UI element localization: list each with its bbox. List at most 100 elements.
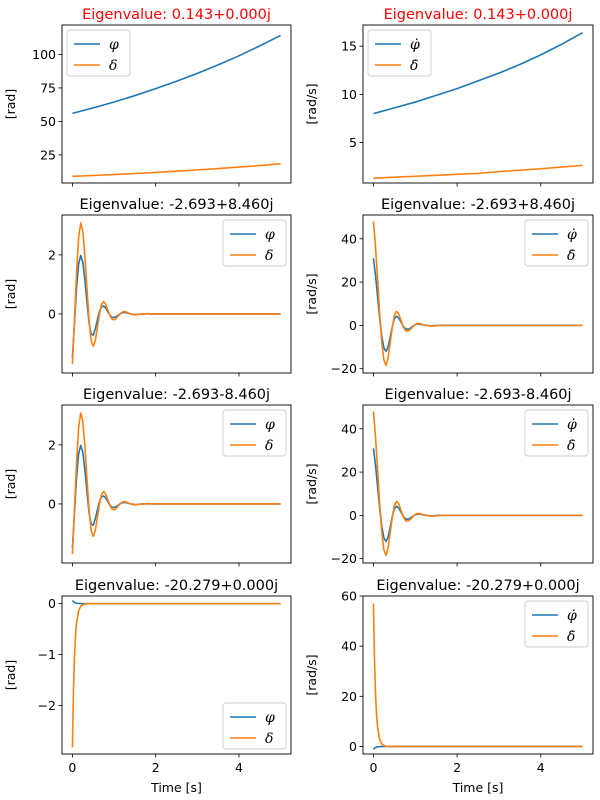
legend-box xyxy=(66,29,131,77)
legend-entry: δ̇ xyxy=(567,438,575,454)
plot-title: Eigenvalue: -20.279+0.000j xyxy=(376,578,579,594)
y-tick-label: 0 xyxy=(349,739,357,754)
legend-entry: δ xyxy=(109,58,117,74)
legend-box xyxy=(222,702,287,750)
legend-entry: δ̇ xyxy=(567,629,575,645)
legend-entry: δ xyxy=(265,248,273,264)
legend-entry: φ̇ xyxy=(567,608,577,624)
subplot-5: Eigenvalue: -2.693-8.460j [rad] 0 2 φδ xyxy=(3,387,292,567)
series-line-1 xyxy=(71,254,281,359)
legend-entry: δ xyxy=(265,731,273,747)
series-line-2 xyxy=(72,163,281,178)
legend-entry: φ xyxy=(265,227,275,243)
plot-title: Eigenvalue: 0.143+0.000j xyxy=(82,7,271,23)
legend-entry: δ̇ xyxy=(567,248,575,264)
y-tick-label: 10 xyxy=(341,87,357,102)
legend-box xyxy=(524,219,589,267)
legend: φ̇ δ̇ xyxy=(524,219,589,267)
x-tick-label: 0 xyxy=(369,760,377,775)
x-tick-label: 4 xyxy=(537,760,545,775)
y-tick-label: 0 xyxy=(349,318,357,333)
x-tick-label: 2 xyxy=(453,760,461,775)
series-line-1 xyxy=(372,258,583,353)
plot-title: Eigenvalue: -2.693+8.460j xyxy=(79,197,273,213)
y-tick-label: 0 xyxy=(349,508,357,523)
y-axis-label: [rad/s] xyxy=(304,654,319,695)
series-line-2 xyxy=(71,412,281,555)
legend: φ̇ δ̇ xyxy=(524,600,589,648)
y-tick-label: 15 xyxy=(341,39,357,54)
x-axis-label: Time [s] xyxy=(150,780,202,795)
legend: φ̇ δ̇ xyxy=(367,29,432,77)
subplot-4: Eigenvalue: -2.693+8.460j [rad/s] −20 0 20 40… xyxy=(304,197,594,377)
y-tick-label: 40 xyxy=(341,421,357,436)
legend: φδ xyxy=(222,219,287,267)
y-tick-label: −20 xyxy=(331,551,357,566)
y-tick-label: 5 xyxy=(349,135,357,150)
subplot-3: Eigenvalue: -2.693+8.460j [rad] 0 2 φδ xyxy=(3,197,292,377)
legend-entry: δ̇ xyxy=(410,58,418,74)
legend-entry: φ̇ xyxy=(410,37,420,53)
series-line-1 xyxy=(72,34,281,115)
x-tick-label: 0 xyxy=(68,760,76,775)
y-axis-label: [rad] xyxy=(3,279,18,310)
subplot-2: Eigenvalue: 0.143+0.000j [rad/s] 5 10 15 φ̇ δ̇ xyxy=(304,7,594,187)
axes-frame xyxy=(362,404,594,564)
axes-frame xyxy=(362,24,594,184)
legend-entry: φ̇ xyxy=(567,417,577,433)
y-tick-label: 0 xyxy=(48,306,56,321)
series-line-2 xyxy=(373,164,583,179)
legend-entry: φ xyxy=(265,710,275,726)
legend-box xyxy=(367,29,432,77)
legend: φ̇ δ̇ xyxy=(524,409,589,457)
legend: φδ xyxy=(222,409,287,457)
y-tick-label: 2 xyxy=(48,247,56,262)
x-tick-label: 4 xyxy=(235,760,243,775)
series-line-2 xyxy=(372,411,583,557)
y-tick-label: −20 xyxy=(331,361,357,376)
y-tick-label: 25 xyxy=(40,147,56,162)
plot-title: Eigenvalue: -20.279+0.000j xyxy=(75,578,278,594)
y-tick-label: 40 xyxy=(341,231,357,246)
plot-title: Eigenvalue: -2.693+8.460j xyxy=(381,197,575,213)
plot-title: Eigenvalue: 0.143+0.000j xyxy=(384,7,573,23)
legend-entry: φ xyxy=(109,37,119,53)
plot-title: Eigenvalue: -2.693-8.460j xyxy=(384,387,571,403)
subplot-8: Eigenvalue: -20.279+0.000j[rad/s]0204060… xyxy=(304,578,594,795)
y-axis-label: [rad] xyxy=(3,469,18,500)
y-tick-label: 20 xyxy=(341,689,357,704)
y-tick-label: 75 xyxy=(40,80,56,95)
y-tick-label: 100 xyxy=(32,47,56,62)
y-tick-label: −1 xyxy=(38,647,56,662)
axes-frame xyxy=(61,595,292,755)
y-axis-label: [rad] xyxy=(3,660,18,691)
legend-entry: δ xyxy=(265,438,273,454)
y-tick-label: 60 xyxy=(341,589,357,604)
axes-frame xyxy=(61,24,292,184)
legend-box xyxy=(524,600,589,648)
x-tick-label: 2 xyxy=(152,760,160,775)
legend-box xyxy=(524,409,589,457)
series-line-2 xyxy=(372,221,583,367)
y-axis-label: [rad] xyxy=(3,89,18,120)
y-tick-label: 0 xyxy=(48,596,56,611)
y-tick-label: 40 xyxy=(341,639,357,654)
subplot-6: Eigenvalue: -2.693-8.460j [rad/s] −20 0 20 40… xyxy=(304,387,594,567)
series-line-1 xyxy=(71,444,281,549)
y-tick-label: −2 xyxy=(38,698,56,713)
axes-frame xyxy=(362,595,594,755)
y-tick-label: 0 xyxy=(48,496,56,511)
legend: φδ xyxy=(222,702,287,750)
axes-frame xyxy=(362,214,594,374)
subplot-1: Eigenvalue: 0.143+0.000j [rad] 25 50 75 100 φδ xyxy=(3,7,292,187)
series-line-2 xyxy=(71,602,281,748)
series-line-1 xyxy=(373,32,583,115)
axes-frame xyxy=(61,404,292,564)
series-line-1 xyxy=(372,448,583,543)
legend-box xyxy=(222,409,287,457)
plot-title: Eigenvalue: -2.693-8.460j xyxy=(83,387,270,403)
legend-entry: φ̇ xyxy=(567,227,577,243)
legend-entry: φ xyxy=(265,417,275,433)
series-line-2 xyxy=(71,222,281,365)
